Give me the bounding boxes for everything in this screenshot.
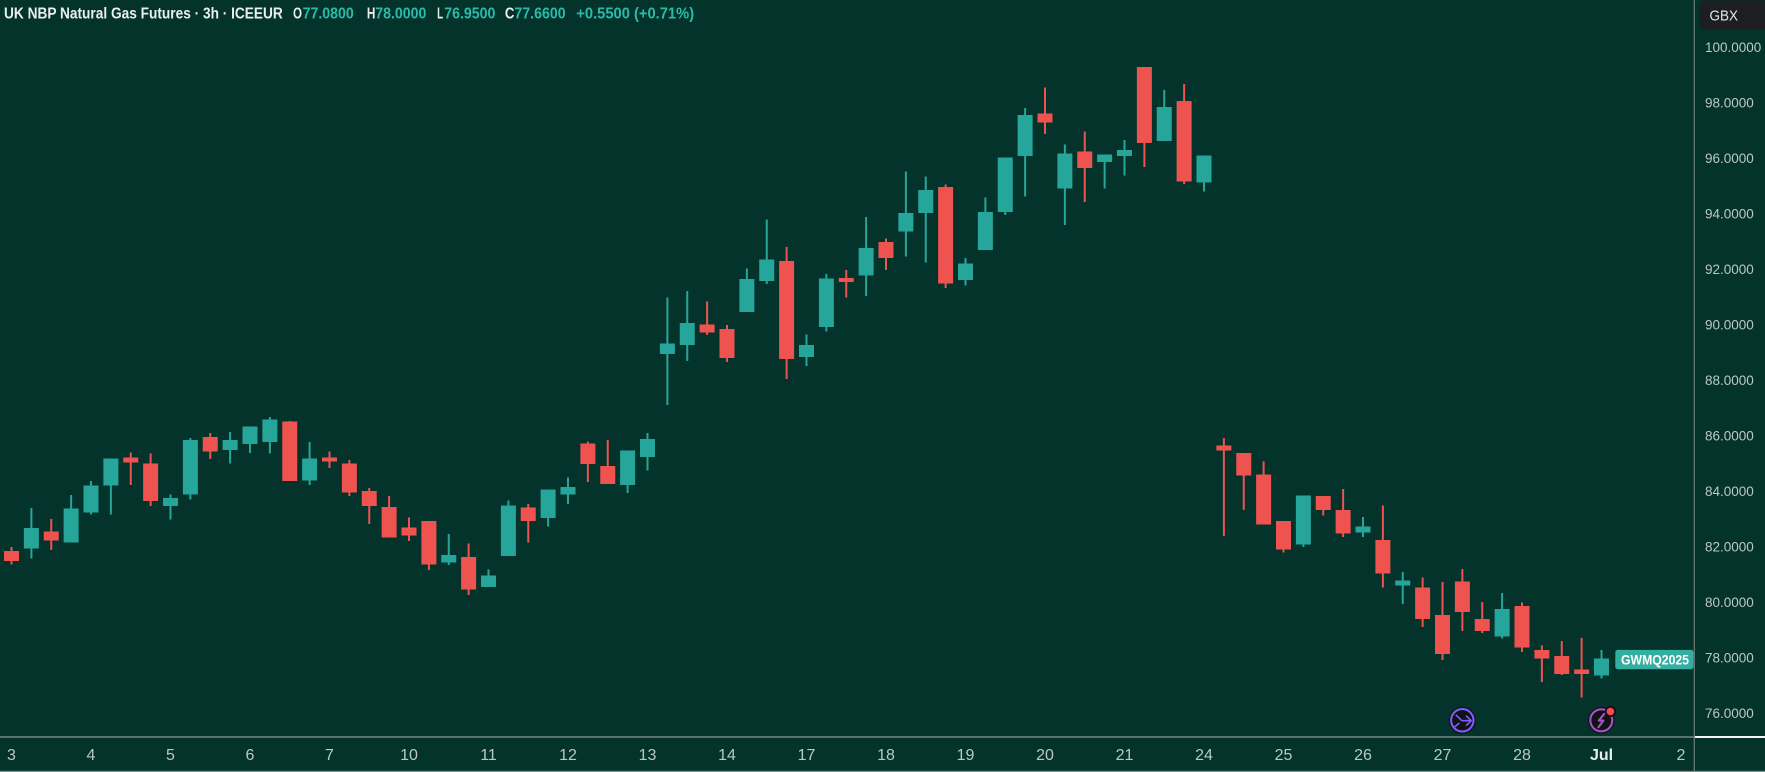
svg-text:24: 24 [1195, 747, 1213, 764]
svg-text:78.0000: 78.0000 [375, 5, 426, 22]
svg-text:UK NBP Natural Gas Futures · 3: UK NBP Natural Gas Futures · 3h · ICEEUR [4, 5, 283, 22]
svg-text:12: 12 [559, 747, 577, 764]
svg-text:77.6600: 77.6600 [514, 5, 565, 22]
svg-text:2: 2 [1677, 747, 1686, 764]
svg-text:5: 5 [166, 747, 175, 764]
svg-text:3: 3 [7, 747, 16, 764]
svg-text:28: 28 [1513, 747, 1531, 764]
svg-text:76.9500: 76.9500 [444, 5, 495, 22]
svg-text:GBX: GBX [1710, 7, 1739, 24]
svg-text:77.0800: 77.0800 [303, 5, 354, 22]
svg-text:13: 13 [639, 747, 657, 764]
svg-text:+0.5500 (+0.71%): +0.5500 (+0.71%) [576, 5, 694, 22]
svg-text:100.0000: 100.0000 [1705, 40, 1761, 55]
svg-text:78.0000: 78.0000 [1705, 650, 1754, 665]
svg-text:86.0000: 86.0000 [1705, 428, 1754, 443]
svg-text:Jul: Jul [1590, 747, 1613, 764]
svg-text:25: 25 [1275, 747, 1293, 764]
svg-text:88.0000: 88.0000 [1705, 373, 1754, 388]
svg-text:80.0000: 80.0000 [1705, 595, 1754, 610]
svg-text:6: 6 [246, 747, 255, 764]
svg-text:19: 19 [957, 747, 975, 764]
svg-text:11: 11 [480, 747, 497, 764]
svg-text:C: C [505, 5, 515, 22]
svg-text:21: 21 [1116, 747, 1134, 764]
svg-text:7: 7 [325, 747, 334, 764]
svg-text:26: 26 [1354, 747, 1372, 764]
svg-text:76.0000: 76.0000 [1705, 706, 1754, 721]
svg-text:18: 18 [877, 747, 895, 764]
svg-text:GWMQ2025: GWMQ2025 [1621, 652, 1689, 668]
svg-text:4: 4 [87, 747, 96, 764]
svg-text:82.0000: 82.0000 [1705, 539, 1754, 554]
svg-text:14: 14 [718, 747, 736, 764]
svg-text:20: 20 [1036, 747, 1054, 764]
svg-text:90.0000: 90.0000 [1705, 317, 1754, 332]
svg-text:92.0000: 92.0000 [1705, 262, 1754, 277]
svg-text:10: 10 [400, 747, 418, 764]
svg-text:27: 27 [1434, 747, 1452, 764]
svg-text:96.0000: 96.0000 [1705, 151, 1754, 166]
svg-text:94.0000: 94.0000 [1705, 206, 1754, 221]
svg-text:O: O [293, 5, 302, 22]
svg-text:84.0000: 84.0000 [1705, 484, 1754, 499]
svg-text:17: 17 [798, 747, 816, 764]
svg-text:L: L [437, 5, 443, 22]
svg-text:98.0000: 98.0000 [1705, 95, 1754, 110]
svg-text:H: H [367, 5, 376, 22]
